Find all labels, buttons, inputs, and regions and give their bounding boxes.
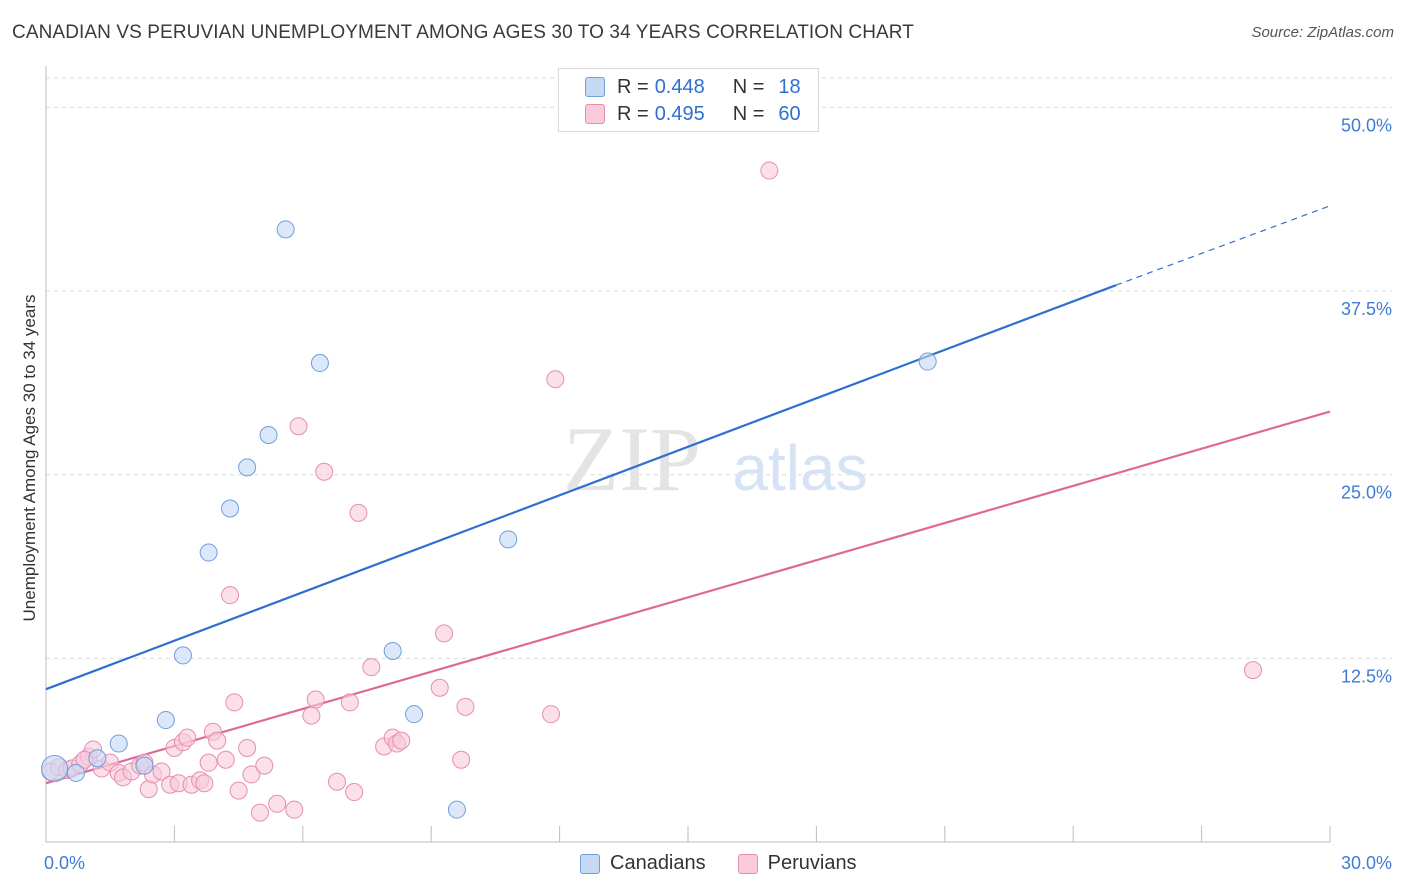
correlation-legend: R = 0.448 N = 18 R = 0.495 N = 60 (558, 68, 819, 132)
peruvians-point (340, 693, 359, 712)
peruvians-point (255, 756, 274, 775)
peruvians-point (542, 705, 561, 724)
peruvians-point (289, 417, 308, 436)
canadians-point (383, 642, 402, 660)
data-points (41, 161, 1262, 822)
peruvians-point (362, 658, 381, 677)
peruvians-swatch (585, 104, 605, 124)
gridlines (46, 77, 1392, 659)
peruvians-point (452, 750, 471, 769)
peruvians-point (760, 161, 779, 180)
canadians-point (405, 705, 424, 724)
peruvians-point (392, 731, 411, 750)
canadians-point (109, 734, 128, 753)
peruvians-point (1243, 661, 1262, 680)
canadians-point (88, 749, 107, 768)
peruvians-point (546, 370, 565, 389)
peruvians-point (216, 750, 235, 769)
peruvians-point (328, 772, 347, 791)
series-legend: Canadians Peruvians (580, 852, 889, 875)
legend-item-canadians[interactable]: Canadians (580, 852, 706, 875)
trend-lines (45, 205, 1331, 785)
canadians-legend-label: Canadians (610, 852, 706, 874)
canadians-point (156, 711, 175, 730)
canadians-point (221, 499, 240, 518)
watermark-zip: ZIP (563, 408, 701, 510)
peruvians-trend-line (45, 410, 1331, 785)
canadians-swatch (585, 77, 605, 97)
tick-labels: 12.5% 25.0% 37.5% 50.0% 0.0% 30.0% (44, 115, 1392, 873)
canadians-point (66, 763, 85, 782)
legend-row-canadians: R = 0.448 N = 18 (585, 73, 801, 101)
peruvians-legend-swatch (737, 853, 758, 874)
peruvians-point (238, 738, 257, 757)
legend-row-peruvians: R = 0.495 N = 60 (585, 100, 801, 128)
canadians-point (276, 220, 295, 239)
peruvians-point (251, 803, 269, 822)
y-tick-label: 25.0% (1341, 483, 1392, 503)
canadians-point (918, 352, 937, 371)
canadians-legend-swatch (580, 853, 600, 874)
watermark: ZIP atlas (563, 408, 868, 510)
peruvians-point (349, 503, 368, 522)
peruvians-point (435, 624, 454, 643)
peruvians-point (195, 774, 214, 793)
peruvians-point (208, 731, 227, 750)
canadians-point (499, 530, 518, 549)
canadians-point (238, 458, 257, 477)
peruvians-point (302, 706, 321, 725)
canadians-point (199, 543, 218, 562)
x-tick-label: 0.0% (44, 853, 85, 873)
legend-n-label: N = (732, 102, 765, 125)
axes (45, 66, 1331, 843)
legend-r-value-peruvians: 0.495 (654, 102, 705, 125)
canadians-point (447, 800, 466, 819)
canadians-point (41, 755, 69, 783)
legend-r-value-canadians: 0.448 (654, 75, 705, 98)
canadians-point (135, 756, 154, 775)
y-axis-label: Unemployment Among Ages 30 to 34 years (20, 295, 39, 622)
peruvians-point (430, 678, 449, 697)
legend-n-value-canadians: 18 (778, 75, 801, 98)
canadians-trend-line (45, 284, 1117, 691)
legend-n-value-peruvians: 60 (778, 102, 801, 125)
peruvians-point (152, 762, 171, 781)
peruvians-point (178, 728, 197, 747)
peruvians-point (225, 693, 244, 712)
legend-item-peruvians[interactable]: Peruvians (737, 852, 857, 875)
y-tick-label: 50.0% (1341, 115, 1392, 135)
peruvians-point (345, 783, 364, 802)
peruvians-point (229, 781, 248, 800)
peruvians-point (456, 697, 475, 716)
legend-n-label: N = (732, 75, 765, 98)
peruvians-legend-label: Peruvians (767, 852, 857, 874)
peruvians-point (221, 586, 240, 605)
peruvians-point (315, 462, 334, 481)
x-tick-label: 30.0% (1341, 853, 1392, 873)
canadians-point (310, 354, 329, 373)
legend-r-label: R = (617, 102, 649, 125)
canadians-point (259, 426, 278, 445)
chart-title: CANADIAN VS PERUVIAN UNEMPLOYMENT AMONG … (12, 22, 914, 43)
peruvians-point (242, 765, 261, 784)
canadians-point (173, 646, 192, 665)
y-tick-label: 37.5% (1341, 299, 1392, 319)
peruvians-point (285, 800, 304, 819)
peruvians-point (268, 794, 287, 813)
watermark-atlas: atlas (732, 432, 867, 504)
peruvians-point (199, 753, 218, 772)
peruvians-point (306, 690, 325, 709)
source-label: Source: ZipAtlas.com (1251, 24, 1394, 41)
legend-r-label: R = (617, 75, 649, 98)
y-tick-label: 12.5% (1341, 666, 1392, 686)
canadians-trend-extension (1115, 205, 1331, 286)
